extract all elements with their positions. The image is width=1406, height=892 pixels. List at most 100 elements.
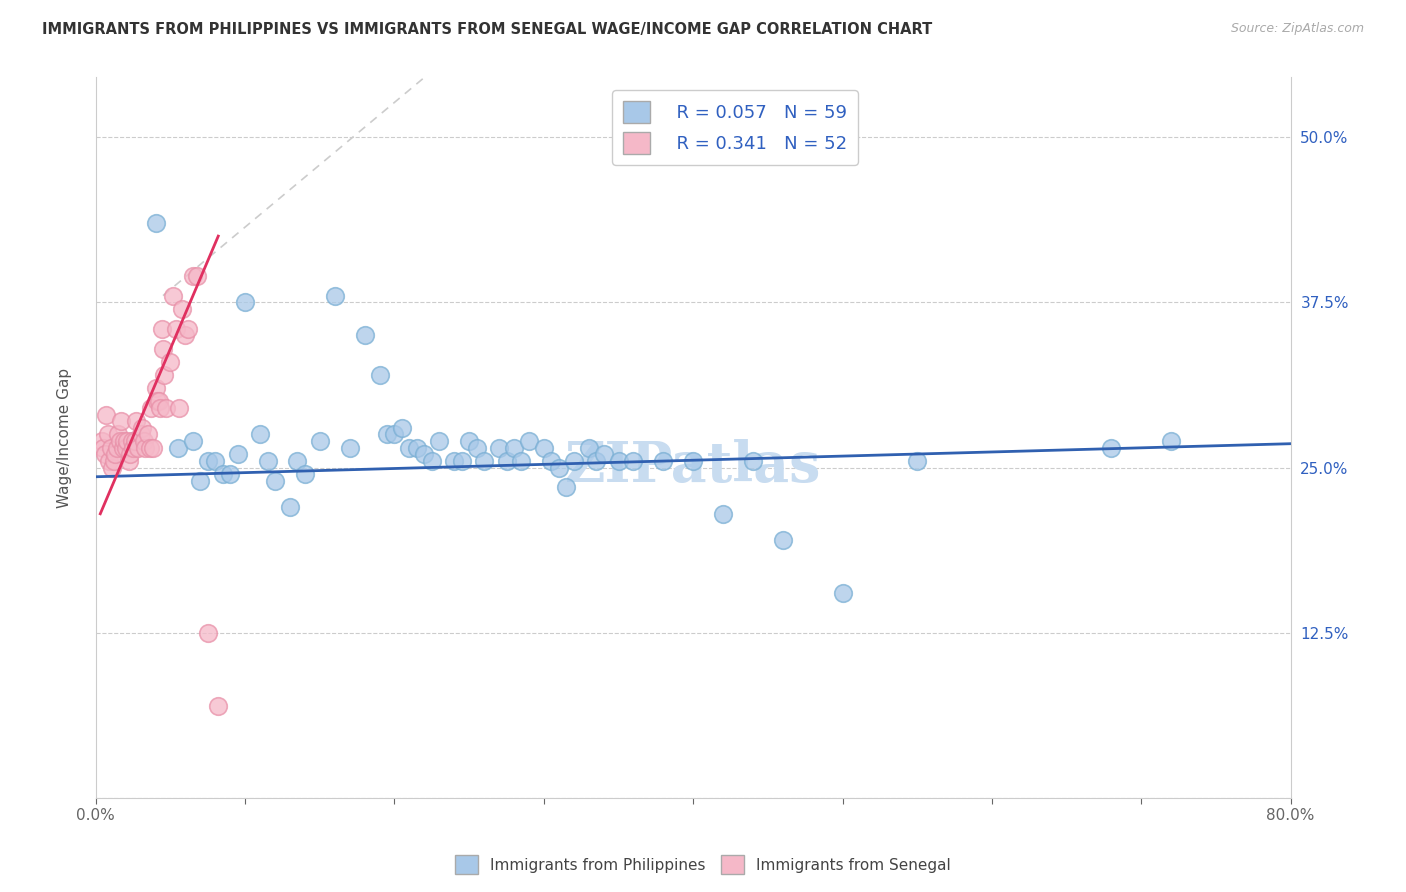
Point (145, 216, 167, 230)
Point (339, 441, 361, 455)
Text: ZIPatlas: ZIPatlas (565, 439, 821, 494)
Point (406, 441, 429, 455)
Point (226, 447, 249, 461)
Point (533, 441, 555, 455)
Point (172, 301, 194, 316)
Point (94, 447, 117, 461)
Point (159, 355, 181, 369)
Point (146, 394, 169, 409)
Point (153, 368, 176, 382)
Point (148, 394, 170, 409)
Point (391, 421, 413, 435)
Point (562, 454, 585, 468)
Point (398, 441, 420, 455)
Point (136, 427, 159, 442)
Point (540, 454, 562, 468)
Point (368, 368, 391, 382)
Point (443, 454, 465, 468)
Point (323, 288, 346, 302)
Point (256, 454, 278, 468)
Point (278, 500, 301, 515)
Point (121, 434, 143, 448)
Point (188, 474, 211, 488)
Point (115, 434, 138, 448)
Point (112, 434, 135, 448)
Point (233, 295, 256, 310)
Point (420, 454, 443, 468)
Point (120, 447, 142, 461)
Point (103, 454, 125, 468)
Point (108, 434, 131, 448)
Y-axis label: Wage/Income Gap: Wage/Income Gap (58, 368, 72, 508)
Point (905, 454, 928, 468)
Point (353, 328, 375, 343)
Point (207, 698, 229, 713)
Point (510, 454, 533, 468)
Point (495, 454, 517, 468)
Text: Source: ZipAtlas.com: Source: ZipAtlas.com (1230, 22, 1364, 36)
Point (547, 460, 569, 475)
Point (607, 454, 630, 468)
Point (169, 401, 191, 415)
Point (132, 434, 155, 448)
Point (585, 454, 607, 468)
Point (517, 434, 540, 448)
Point (167, 441, 190, 455)
Point (555, 480, 578, 494)
Point (165, 321, 187, 335)
Point (149, 401, 172, 415)
Point (294, 467, 316, 482)
Point (211, 467, 233, 482)
Point (772, 533, 794, 548)
Point (90, 434, 112, 448)
Point (197, 454, 219, 468)
Point (139, 401, 162, 415)
Point (138, 441, 160, 455)
Point (1160, 434, 1182, 448)
Point (287, 454, 309, 468)
Point (145, 381, 167, 395)
Point (110, 414, 132, 428)
Point (384, 427, 406, 442)
Point (131, 421, 153, 435)
Point (155, 401, 177, 415)
Point (107, 427, 129, 442)
Point (181, 434, 204, 448)
Point (652, 454, 675, 468)
Point (427, 434, 450, 448)
Point (413, 447, 436, 461)
Point (1099, 441, 1122, 455)
Point (125, 414, 148, 428)
Point (174, 328, 197, 343)
Point (465, 441, 488, 455)
Point (177, 321, 200, 335)
Point (219, 467, 242, 482)
Point (375, 427, 398, 442)
Point (264, 474, 287, 488)
Point (97, 427, 120, 442)
Point (204, 454, 226, 468)
Point (104, 447, 127, 461)
Point (181, 268, 204, 283)
Point (488, 441, 510, 455)
Point (127, 441, 149, 455)
Point (831, 586, 853, 600)
Point (122, 434, 145, 448)
Point (122, 441, 145, 455)
Point (472, 454, 495, 468)
Point (162, 288, 184, 302)
Point (134, 441, 156, 455)
Point (249, 427, 271, 442)
Point (124, 434, 146, 448)
Point (450, 454, 472, 468)
Point (91, 441, 114, 455)
Point (141, 441, 163, 455)
Point (129, 427, 152, 442)
Point (503, 441, 526, 455)
Point (101, 460, 124, 475)
Point (96, 408, 118, 422)
Point (186, 268, 208, 283)
Point (98, 454, 121, 468)
Point (117, 454, 139, 468)
Point (711, 507, 734, 521)
